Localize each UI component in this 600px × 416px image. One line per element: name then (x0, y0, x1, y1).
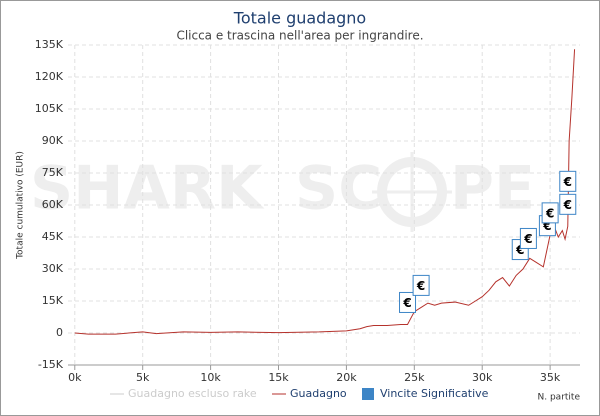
y-tick-label: 105K (35, 102, 64, 115)
y-tick-label: 15K (42, 294, 64, 307)
watermark-text: PE (450, 154, 535, 224)
flag-label: € (515, 243, 524, 257)
x-tick-label: 30k (472, 371, 493, 384)
legend-swatch (362, 388, 374, 400)
flag-box (559, 193, 577, 215)
chart-subtitle: Clicca e trascina nell'area per ingrandi… (176, 29, 423, 43)
flag: € (412, 274, 430, 296)
x-tick-label: 35k (540, 371, 561, 384)
y-axis-label: Totale cumulativo (EUR) (16, 151, 26, 260)
y-tick-label: 60K (42, 198, 64, 211)
y-tick-label: 75K (42, 166, 64, 179)
x-tick-label: 20k (336, 371, 357, 384)
x-tick-label: 0k (68, 371, 82, 384)
x-axis-label: N. partite (538, 393, 581, 403)
legend-label: Guadagno escluso rake (128, 387, 257, 400)
flag: € (541, 202, 559, 224)
x-tick-label: 25k (404, 371, 425, 384)
flag-box (412, 274, 430, 296)
flag-label: € (402, 296, 411, 310)
flag-label: € (542, 219, 551, 233)
y-tick-label: 135K (35, 38, 64, 51)
legend-label: Guadagno (290, 387, 347, 400)
flag: € (559, 170, 577, 192)
flag-label: € (523, 232, 532, 246)
y-tick-label: -15K (38, 358, 64, 371)
flag-label: € (416, 279, 425, 293)
flag: € (559, 193, 577, 215)
watermark-text: SHARK (30, 154, 265, 224)
watermark-text: SC (295, 154, 382, 224)
flag-label: € (563, 198, 572, 212)
flag-box (519, 227, 537, 249)
legend-label: Vincite Significative (380, 387, 489, 400)
flag-label: € (545, 206, 554, 220)
flag-box (559, 170, 577, 192)
chart-title: Totale guadagno (233, 9, 366, 28)
flag: € (519, 227, 537, 249)
x-tick-label: 10k (200, 371, 221, 384)
y-tick-label: 0 (56, 326, 63, 339)
y-tick-label: 45K (42, 230, 64, 243)
x-tick-label: 5k (136, 371, 150, 384)
y-tick-label: 120K (35, 70, 64, 83)
watermark: SHARK SC PE (30, 152, 535, 232)
flag-label: € (563, 175, 572, 189)
flag-box (399, 291, 417, 313)
y-tick-label: 30K (42, 262, 64, 275)
flag-box (541, 202, 559, 224)
y-tick-label: 90K (42, 134, 64, 147)
x-tick-label: 15k (268, 371, 289, 384)
flag: € (399, 291, 417, 313)
